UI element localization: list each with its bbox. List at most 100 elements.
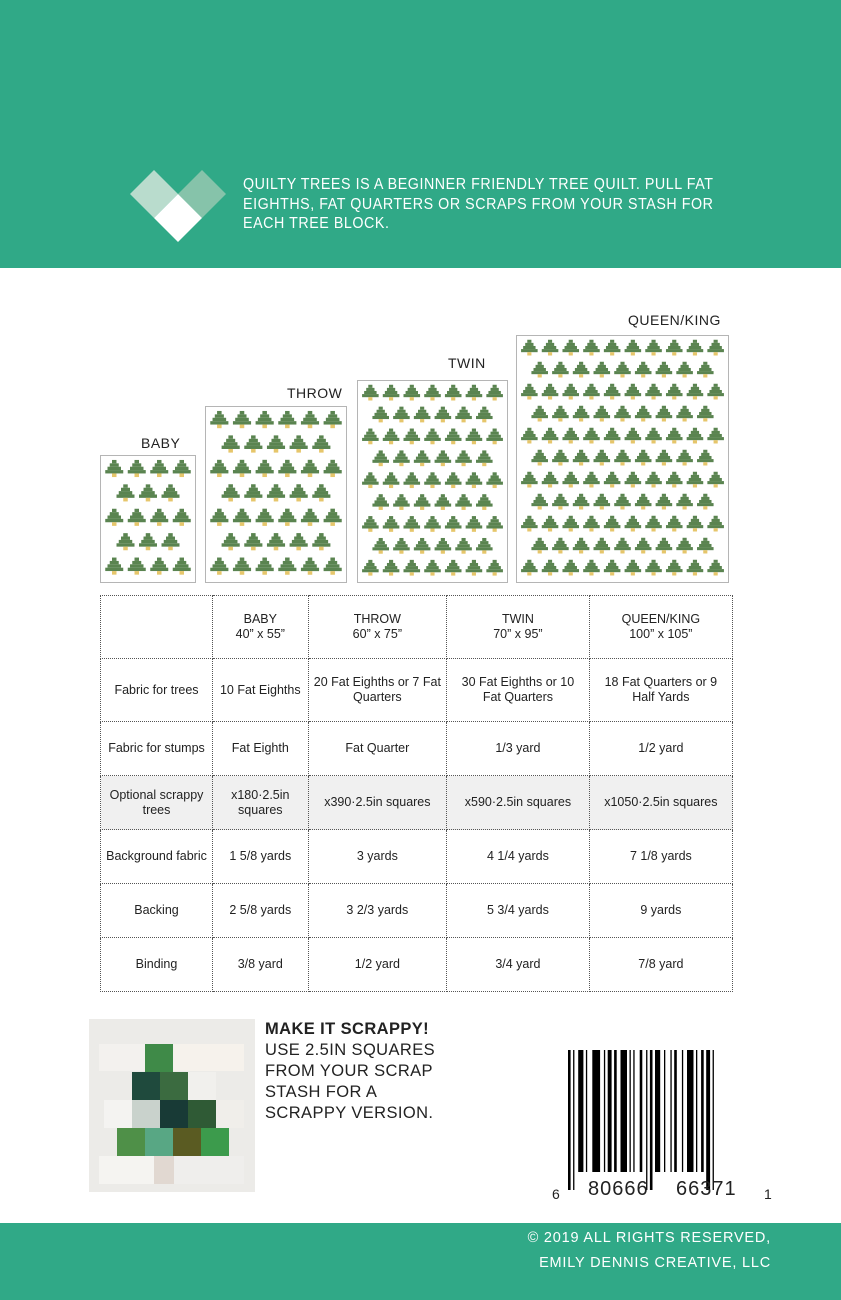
tree-block (424, 384, 441, 401)
tree-block (655, 361, 673, 378)
tree-block (312, 533, 331, 551)
tree-block (593, 405, 611, 422)
header-banner: QUILTY TREES IS A BEGINNER FRIENDLY TREE… (0, 0, 841, 268)
tree-block (221, 484, 240, 502)
tree-block (562, 383, 580, 400)
barcode-bar (592, 1050, 601, 1172)
barcode-bar (655, 1050, 661, 1172)
tree-block (521, 427, 538, 444)
table-cell: x180·2.5in squares (212, 775, 309, 830)
tree-block (583, 471, 600, 488)
quilt-diagram-twin (357, 380, 508, 583)
brand-logo-icon (130, 170, 226, 242)
tree-block (393, 494, 410, 510)
tree-block (372, 494, 389, 510)
tree-block (686, 515, 704, 532)
table-cell: 10 Fat Eighths (212, 658, 309, 722)
tree-block (150, 557, 169, 575)
tree-block (444, 384, 462, 401)
barcode-bar (568, 1050, 571, 1190)
table-cell: 5 3/4 yards (446, 883, 590, 938)
tree-block (382, 428, 400, 445)
barcode-bar (629, 1050, 631, 1172)
scrappy-line: FROM YOUR SCRAP (265, 1062, 433, 1080)
tree-block (150, 508, 169, 526)
quilt-diagram-baby (100, 455, 196, 583)
table-cell: 1 5/8 yards (212, 829, 309, 884)
tree-block (655, 405, 673, 422)
tree-block (476, 494, 493, 510)
tree-block (244, 435, 263, 453)
tree-block (583, 427, 600, 444)
tree-block (486, 428, 503, 445)
tree-block (697, 405, 714, 422)
tree-block (323, 410, 342, 429)
tree-block (707, 515, 724, 532)
tree-block (323, 508, 342, 526)
tree-block (624, 559, 642, 576)
quilt-label-twin: TWIN (448, 355, 486, 371)
barcode-bar (639, 1050, 643, 1172)
tree-block (105, 508, 124, 526)
tree-block (127, 508, 146, 526)
tree-block (603, 559, 621, 576)
tree-block (289, 435, 308, 453)
tree-block (614, 405, 631, 422)
tree-block (583, 383, 600, 400)
tree-block (583, 339, 600, 356)
table-cell: 3/8 yard (212, 937, 309, 992)
tree-block (278, 459, 297, 478)
table-row: Background fabric 1 5/8 yards 3 yards 4 1/4… (100, 829, 734, 884)
table-cell: x1050·2.5in squares (588, 775, 734, 830)
tree-block (323, 459, 342, 478)
quilt-label-queen-king: QUEEN/KING (628, 312, 721, 328)
tree-block (289, 533, 308, 551)
tree-block (603, 383, 621, 400)
barcode-bar (687, 1050, 694, 1172)
tree-block (312, 435, 331, 453)
tree-block (676, 405, 693, 422)
barcode-bar (681, 1050, 684, 1172)
tree-block (444, 559, 462, 576)
tree-block (172, 557, 191, 575)
tree-block (645, 471, 662, 488)
tree-block (686, 339, 704, 356)
table-cell: x590·2.5in squares (446, 775, 590, 830)
table-header-cell: QUEEN/KING 100” x 105” (588, 595, 734, 659)
quilt-label-throw: THROW (287, 385, 343, 401)
tree-block (413, 406, 431, 423)
scrappy-quilt-photo (89, 1019, 255, 1192)
barcode-bar (670, 1050, 672, 1172)
tree-block (300, 410, 320, 429)
barcode-bar (585, 1050, 588, 1172)
tree-block (697, 537, 714, 554)
tree-block (323, 557, 342, 575)
tree-block (645, 383, 662, 400)
barcode-bar (706, 1050, 711, 1190)
tree-block (362, 384, 379, 401)
tree-block (572, 493, 590, 510)
scrappy-line: SCRAPPY VERSION. (265, 1104, 434, 1122)
table-cell: 1/3 yard (446, 721, 590, 776)
tree-block (593, 361, 611, 378)
tree-block (562, 339, 580, 356)
table-cell: 18 Fat Quarters or 9 Half Yards (588, 658, 734, 722)
tree-block (562, 427, 580, 444)
copyright-line: © 2019 ALL RIGHTS RESERVED, (527, 1230, 771, 1246)
tree-block (552, 493, 569, 510)
tree-block (562, 559, 580, 576)
tree-block (645, 427, 662, 444)
tree-block (655, 449, 673, 466)
tree-block (707, 427, 724, 444)
tree-block (603, 339, 621, 356)
barcode-bar (578, 1050, 584, 1172)
tree-block (300, 557, 320, 575)
tree-block (552, 449, 569, 466)
tree-block (278, 508, 297, 526)
tree-block (232, 557, 252, 575)
table-row: Fabric for stumps Fat Eighth Fat Quarter 1/… (100, 721, 734, 776)
barcode-bar (646, 1050, 648, 1190)
barcode-bar (712, 1050, 714, 1190)
tree-block (521, 515, 538, 532)
tree-block (362, 516, 379, 532)
